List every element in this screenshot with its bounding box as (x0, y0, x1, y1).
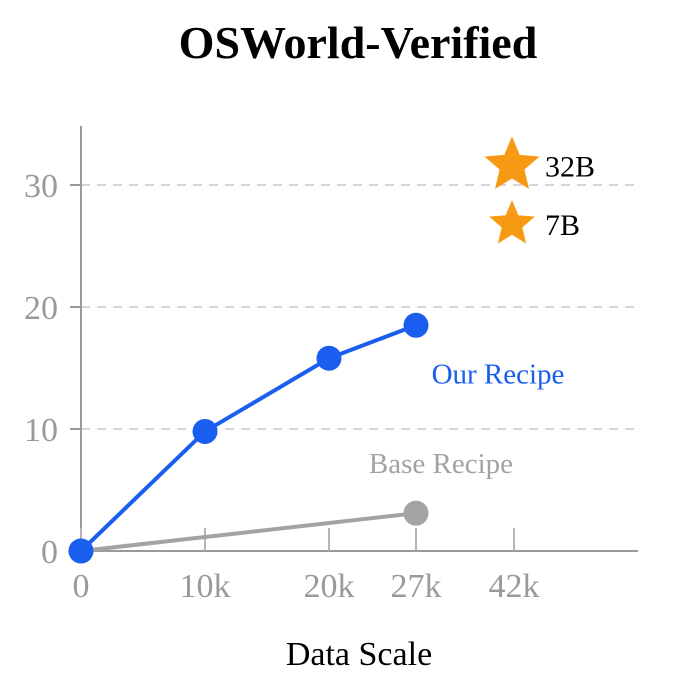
gridlines (81, 184, 638, 430)
marker-label: 7B (545, 209, 580, 242)
y-tick-label: 0 (41, 534, 58, 571)
data-point (68, 538, 94, 564)
series-line-0 (79, 323, 417, 553)
marker-label: 32B (545, 150, 595, 183)
data-point (316, 345, 342, 371)
x-axis-label: Data Scale (286, 636, 432, 673)
axes (80, 126, 638, 552)
y-tick-label: 30 (24, 168, 58, 205)
y-ticks: 0 10 20 30 (24, 168, 81, 571)
series-layer: Base Recipe Our Recipe (68, 312, 565, 564)
series-label: Our Recipe (432, 358, 565, 390)
star-icon (484, 136, 540, 189)
data-point (192, 418, 218, 444)
y-tick-label: 20 (24, 290, 58, 327)
data-point (403, 312, 429, 338)
x-ticks: 0 10k 20k 27k 42k (73, 528, 540, 605)
x-tick-label: 0 (73, 568, 90, 605)
x-tick-label: 42k (489, 568, 540, 605)
series-line-1 (80, 511, 417, 553)
data-point (403, 500, 429, 526)
x-tick-label: 10k (180, 568, 231, 605)
y-tick-label: 10 (24, 412, 58, 449)
series-label: Base Recipe (369, 448, 513, 480)
chart-title: OSWorld-Verified (179, 17, 538, 68)
x-tick-label: 27k (391, 568, 442, 605)
marker-layer: 32B 7B (484, 136, 595, 244)
x-tick-label: 20k (304, 568, 355, 605)
star-icon (489, 200, 535, 244)
